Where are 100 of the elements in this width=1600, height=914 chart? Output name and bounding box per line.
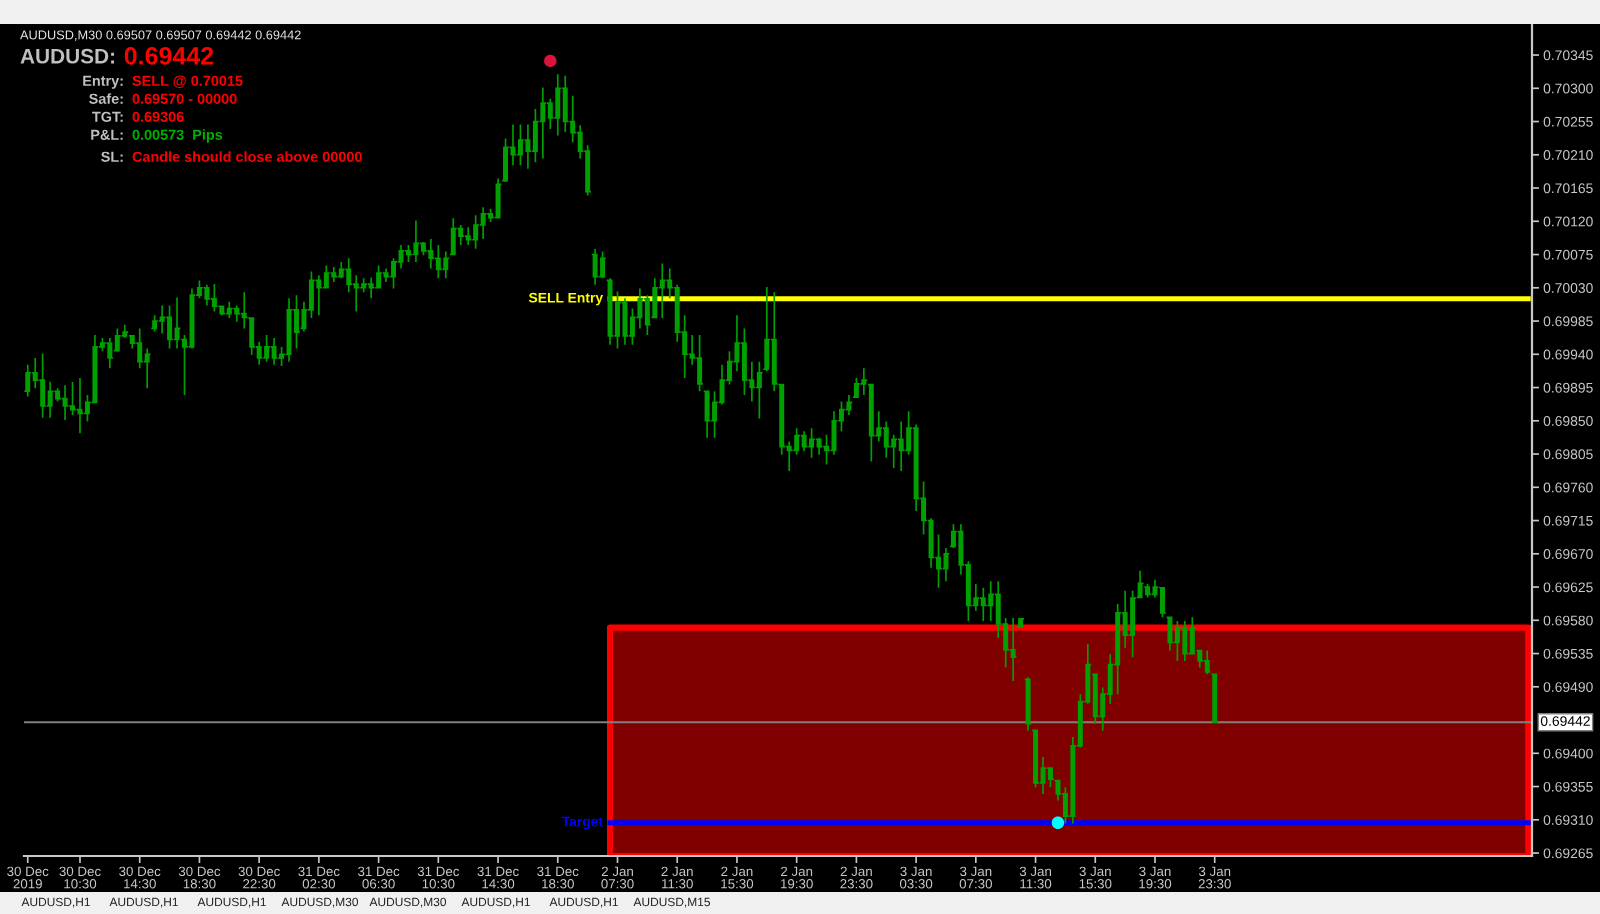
candlestick <box>1150 578 1160 599</box>
candlestick <box>792 427 801 456</box>
candlestick <box>471 214 480 250</box>
candlestick <box>1008 617 1018 682</box>
candlestick <box>1001 617 1010 669</box>
candlestick <box>807 427 816 459</box>
candlestick <box>24 363 32 398</box>
candlestick <box>240 291 249 330</box>
candlestick <box>695 334 704 393</box>
candlestick <box>889 433 898 469</box>
candlestick <box>934 533 943 589</box>
candlestick <box>128 334 137 350</box>
candlestick <box>486 207 495 223</box>
candlestick <box>262 334 271 363</box>
candlestick <box>538 86 548 160</box>
candlestick <box>829 410 839 456</box>
candlestick <box>658 262 667 319</box>
candlestick <box>740 327 749 396</box>
candlestick <box>337 261 346 280</box>
candlestick <box>1188 616 1197 656</box>
candlestick <box>352 274 361 313</box>
candlestick <box>434 244 443 280</box>
candlestick <box>210 283 219 313</box>
candlestick <box>187 287 197 350</box>
candlestick <box>202 283 212 307</box>
candlestick <box>45 380 55 419</box>
candlestick <box>956 523 966 576</box>
candlestick <box>1046 766 1055 789</box>
candlestick <box>896 420 906 472</box>
candlestick <box>53 387 62 403</box>
candlestick <box>329 266 339 283</box>
candlestick <box>575 124 585 160</box>
candlestick <box>605 277 615 346</box>
candlestick <box>613 290 622 350</box>
candlestick <box>75 377 85 435</box>
candlestick <box>673 283 682 343</box>
candlestick <box>687 334 697 366</box>
text: AUDUSD: 0.69442 <box>20 47 214 65</box>
candlestick <box>859 367 869 396</box>
candlestick <box>620 297 630 346</box>
candlestick <box>1180 620 1190 662</box>
candlestick <box>598 250 607 280</box>
candlestick <box>314 274 324 316</box>
candlestick <box>919 480 928 536</box>
candlestick <box>135 327 144 370</box>
candlestick <box>590 247 600 286</box>
candlestick <box>561 74 570 133</box>
candlestick <box>882 420 891 459</box>
candlestick <box>986 580 995 622</box>
candlestick <box>157 304 167 335</box>
candlestick <box>1120 589 1130 649</box>
candlestick <box>904 410 913 456</box>
candlestick <box>546 97 555 130</box>
candlestick <box>142 347 152 390</box>
candlestick <box>553 73 562 137</box>
candlestick <box>785 440 794 472</box>
candlestick <box>180 334 189 396</box>
candlestick <box>665 267 674 299</box>
candlestick <box>1113 603 1122 696</box>
candlestick <box>822 433 831 466</box>
candlestick <box>68 380 77 416</box>
candlestick <box>926 517 936 569</box>
candlestick <box>38 352 47 419</box>
candlestick <box>680 314 689 379</box>
candlestick <box>1203 649 1212 676</box>
candlestick <box>1038 756 1048 795</box>
candlestick <box>568 94 577 144</box>
candlestick <box>254 340 264 366</box>
candlestick <box>172 296 182 350</box>
candlestick <box>702 390 712 439</box>
candlestick <box>284 297 294 363</box>
candlestick <box>643 294 652 336</box>
candlestick <box>113 327 122 353</box>
candlestick <box>60 384 70 421</box>
candlestick <box>770 291 779 393</box>
candlestick <box>867 383 876 463</box>
candlestick <box>411 219 421 263</box>
candlestick <box>911 423 921 512</box>
candlestick <box>374 264 383 290</box>
candlestick <box>747 360 757 403</box>
candlestick <box>799 430 809 452</box>
candlestick <box>247 317 256 356</box>
candlestick <box>874 410 883 443</box>
candlestick <box>1061 786 1070 825</box>
candlestick <box>232 304 241 323</box>
candlestick <box>269 337 279 366</box>
candlestick <box>949 523 958 549</box>
candlestick <box>1091 673 1100 725</box>
candlestick <box>814 436 824 456</box>
candlestick <box>1016 617 1025 629</box>
candlestick <box>381 267 391 283</box>
candlestick <box>523 123 533 170</box>
candlestick <box>426 238 436 270</box>
candlestick <box>31 357 40 390</box>
candlestick <box>463 226 473 246</box>
candlestick <box>404 244 413 263</box>
candlestick <box>971 583 981 612</box>
candlestick <box>292 294 301 350</box>
candlestick <box>456 224 465 246</box>
candlestick <box>941 547 951 582</box>
